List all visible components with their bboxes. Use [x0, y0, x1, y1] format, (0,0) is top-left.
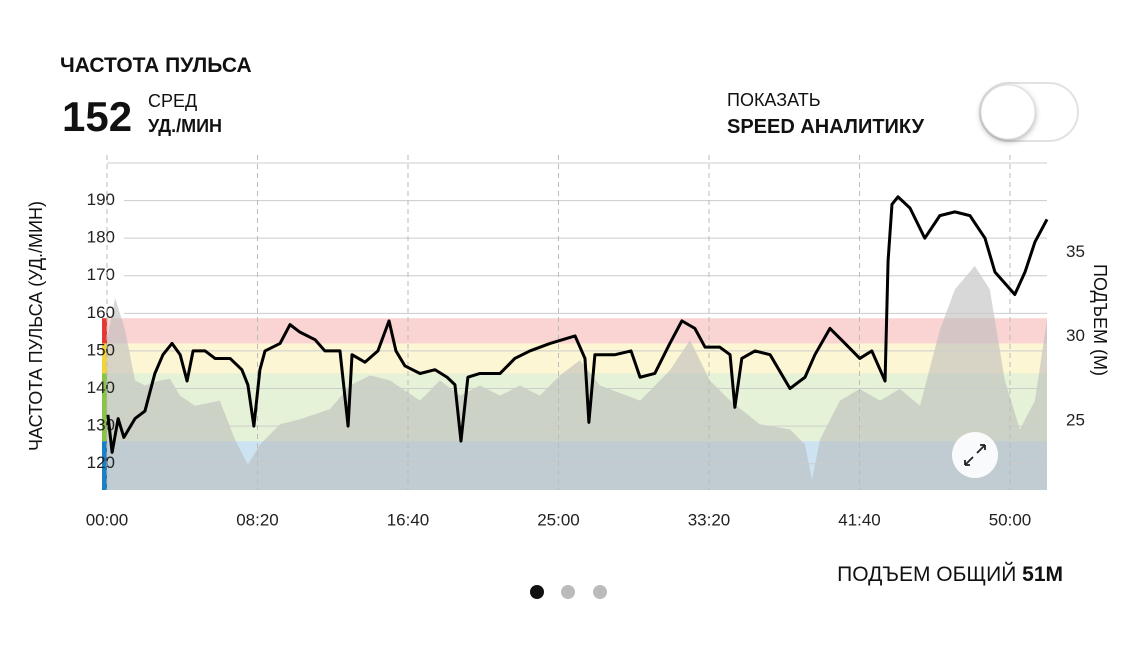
y2-tick-label: 35	[1066, 242, 1085, 261]
x-tick-label: 33:20	[688, 510, 731, 529]
x-tick-label: 16:40	[387, 510, 430, 529]
elevation-area	[107, 265, 1047, 490]
y-tick-label: 150	[87, 340, 115, 359]
toggle-label: ПОКАЗАТЬ	[727, 90, 821, 110]
zone-marker	[102, 441, 107, 490]
y-tick-label: 160	[87, 303, 115, 322]
title: ЧАСТОТА ПУЛЬСА	[60, 54, 252, 77]
x-tick-label: 08:20	[236, 510, 279, 529]
avg-value: 152	[62, 93, 132, 140]
y-tick-label: 170	[87, 265, 115, 284]
page-dot[interactable]	[561, 585, 575, 599]
footer-label: ПОДЪЕМ ОБЩИЙ	[837, 562, 1016, 586]
toggle-knob	[980, 84, 1036, 140]
avg-unit: УД./МИН	[148, 116, 222, 136]
x-tick-label: 50:00	[989, 510, 1032, 529]
y-tick-label: 180	[87, 228, 115, 247]
toggle[interactable]	[979, 82, 1079, 142]
y-tick-label: 120	[87, 453, 115, 472]
y-tick-label: 190	[87, 190, 115, 209]
heart-rate-line	[106, 195, 1049, 454]
footer-value: 51М	[1022, 563, 1063, 586]
page-dot[interactable]	[593, 585, 607, 599]
y-tick-label: 140	[87, 378, 115, 397]
zone-marker	[102, 343, 107, 374]
y2-tick-label: 30	[1066, 326, 1085, 345]
footer: ПОДЪЕМ ОБЩИЙ 51М	[837, 562, 1063, 586]
x-tick-label: 00:00	[86, 510, 129, 529]
button-bg	[952, 432, 998, 478]
zone-marker	[102, 373, 107, 442]
y2-axis-label: ПОДЪЕМ (М)	[1090, 264, 1110, 376]
y2-tick-label: 25	[1066, 410, 1085, 429]
zone-marker	[102, 318, 107, 344]
page-dot-active[interactable]	[530, 585, 544, 599]
collapse-icon	[964, 444, 986, 466]
avg-label: СРЕД	[148, 91, 197, 111]
toggle-label-bold: SPEED АНАЛИТИКУ	[727, 116, 925, 138]
y-axis-label: ЧАСТОТА ПУЛЬСА (УД./МИН)	[26, 201, 46, 451]
collapse-button[interactable]	[952, 432, 998, 478]
x-tick-label: 25:00	[537, 510, 580, 529]
x-tick-label: 41:40	[838, 510, 881, 529]
